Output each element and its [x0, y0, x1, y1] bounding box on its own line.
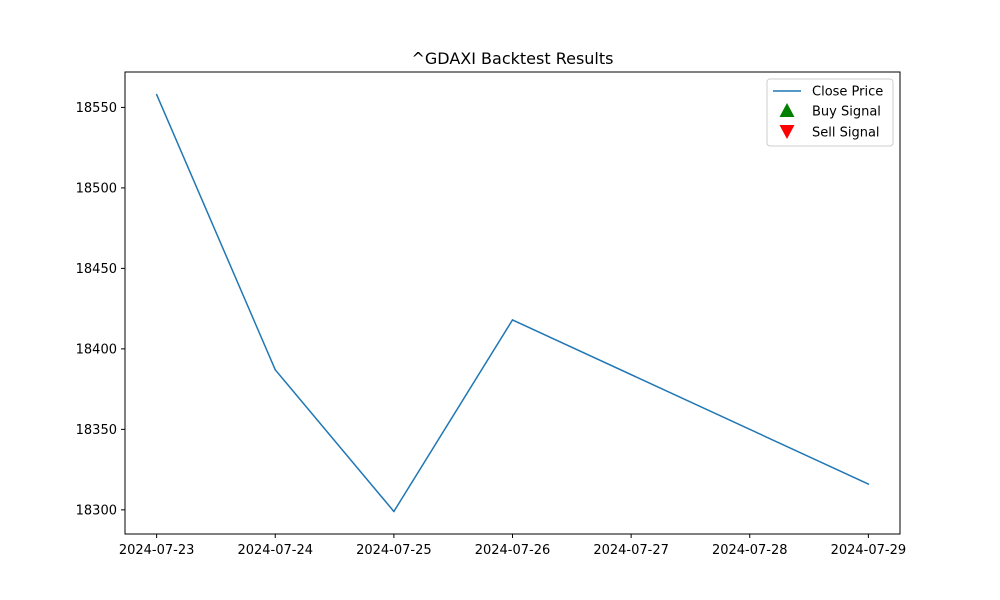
data-point: [155, 93, 158, 96]
x-tick-label: 2024-07-29: [831, 543, 907, 558]
plot-area: 2024-07-23 2024-07-24 2024-07-25 2024-07-26…: [76, 93, 907, 558]
x-tick-label: 2024-07-25: [356, 543, 432, 558]
y-tick-label: 18550: [76, 101, 117, 116]
legend-sell-signal-label: Sell Signal: [812, 126, 880, 141]
y-tick-label: 18400: [76, 342, 117, 357]
y-tick-label: 18300: [76, 503, 117, 518]
legend-sell-signal-marker: [779, 125, 795, 139]
x-tick-label: 2024-07-26: [475, 543, 551, 558]
data-point: [867, 483, 870, 485]
y-tick-label: 18500: [76, 181, 117, 196]
x-tick-label: 2024-07-28: [712, 543, 788, 558]
x-tick-label: 2024-07-23: [119, 543, 195, 558]
x-tick-label: 2024-07-24: [237, 543, 313, 558]
legend: Close Price Buy Signal Sell Signal: [766, 78, 894, 147]
legend-box: [766, 78, 894, 147]
data-point: [511, 319, 514, 321]
axes-frame: [124, 71, 901, 535]
data-point: [274, 369, 277, 371]
y-tick-label: 18350: [76, 423, 117, 438]
chart-title: ^GDAXI Backtest Results: [412, 49, 614, 68]
legend-buy-signal-label: Buy Signal: [812, 105, 881, 120]
legend-close-price-label: Close Price: [812, 85, 883, 100]
y-tick-label: 18450: [76, 262, 117, 277]
legend-buy-signal-marker: [779, 103, 795, 117]
data-point: [393, 510, 395, 513]
x-tick-label: 2024-07-27: [593, 543, 669, 558]
